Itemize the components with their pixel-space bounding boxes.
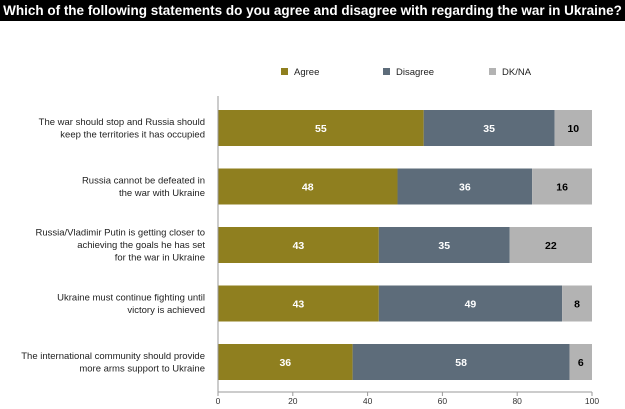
data-label-agree-2: 48: [302, 182, 314, 194]
x-tick-label-0: 0: [216, 396, 221, 406]
bar-agree-2: [218, 168, 398, 205]
data-label-disagree-3: 35: [438, 240, 450, 252]
data-label-agree-5: 36: [279, 357, 291, 369]
data-label-agree-1: 55: [315, 123, 327, 135]
legend-label-disagree: Disagree: [396, 67, 434, 78]
bar-agree-5: [218, 344, 353, 380]
data-label-agree-4: 43: [293, 299, 305, 311]
bar-dk-na-5: [569, 344, 592, 380]
legend-swatch-disagree: [383, 68, 390, 75]
x-tick-label-80: 80: [512, 396, 522, 406]
data-label-dk-na-3: 22: [545, 240, 557, 252]
bar-agree-4: [218, 285, 379, 322]
bar-disagree-1: [423, 110, 555, 146]
chart-title: Which of the following statements do you…: [0, 0, 625, 21]
x-tick-label-60: 60: [438, 396, 448, 406]
legend-swatch-dk-na: [489, 68, 496, 75]
bar-disagree-5: [352, 344, 570, 380]
bar-dk-na-3: [509, 227, 592, 263]
data-label-disagree-1: 35: [483, 123, 495, 135]
data-label-disagree-5: 58: [455, 357, 467, 369]
bar-disagree-4: [378, 285, 563, 322]
data-label-dk-na-4: 8: [574, 299, 580, 311]
data-label-agree-3: 43: [293, 240, 305, 252]
category-label-4: Ukraine must continue fighting until vict…: [57, 292, 205, 316]
legend-swatch-agree: [281, 68, 288, 75]
category-label-1: The war should stop and Russia should kee…: [39, 117, 205, 141]
category-label-3: Russia/Vladimir Putin is getting closer …: [36, 228, 206, 264]
data-label-disagree-2: 36: [459, 182, 471, 194]
legend-label-agree: Agree: [294, 67, 319, 78]
bar-dk-na-1: [554, 110, 592, 146]
bar-agree-3: [218, 227, 379, 263]
x-tick-label-100: 100: [585, 396, 599, 406]
bar-disagree-2: [397, 168, 533, 205]
legend-label-dk-na: DK/NA: [502, 67, 532, 78]
x-tick-label-20: 20: [288, 396, 298, 406]
category-label-2: Russia cannot be defeated in the war with…: [82, 175, 205, 199]
data-label-dk-na-1: 10: [567, 123, 579, 135]
data-label-dk-na-5: 6: [578, 357, 584, 369]
bar-disagree-3: [378, 227, 510, 263]
category-label-5: The international community should provi…: [21, 351, 205, 375]
data-label-disagree-4: 49: [465, 299, 477, 311]
bar-dk-na-4: [562, 285, 592, 322]
bar-agree-1: [218, 110, 424, 146]
data-label-dk-na-2: 16: [556, 182, 568, 194]
x-tick-label-40: 40: [363, 396, 373, 406]
bar-dk-na-2: [532, 168, 592, 205]
